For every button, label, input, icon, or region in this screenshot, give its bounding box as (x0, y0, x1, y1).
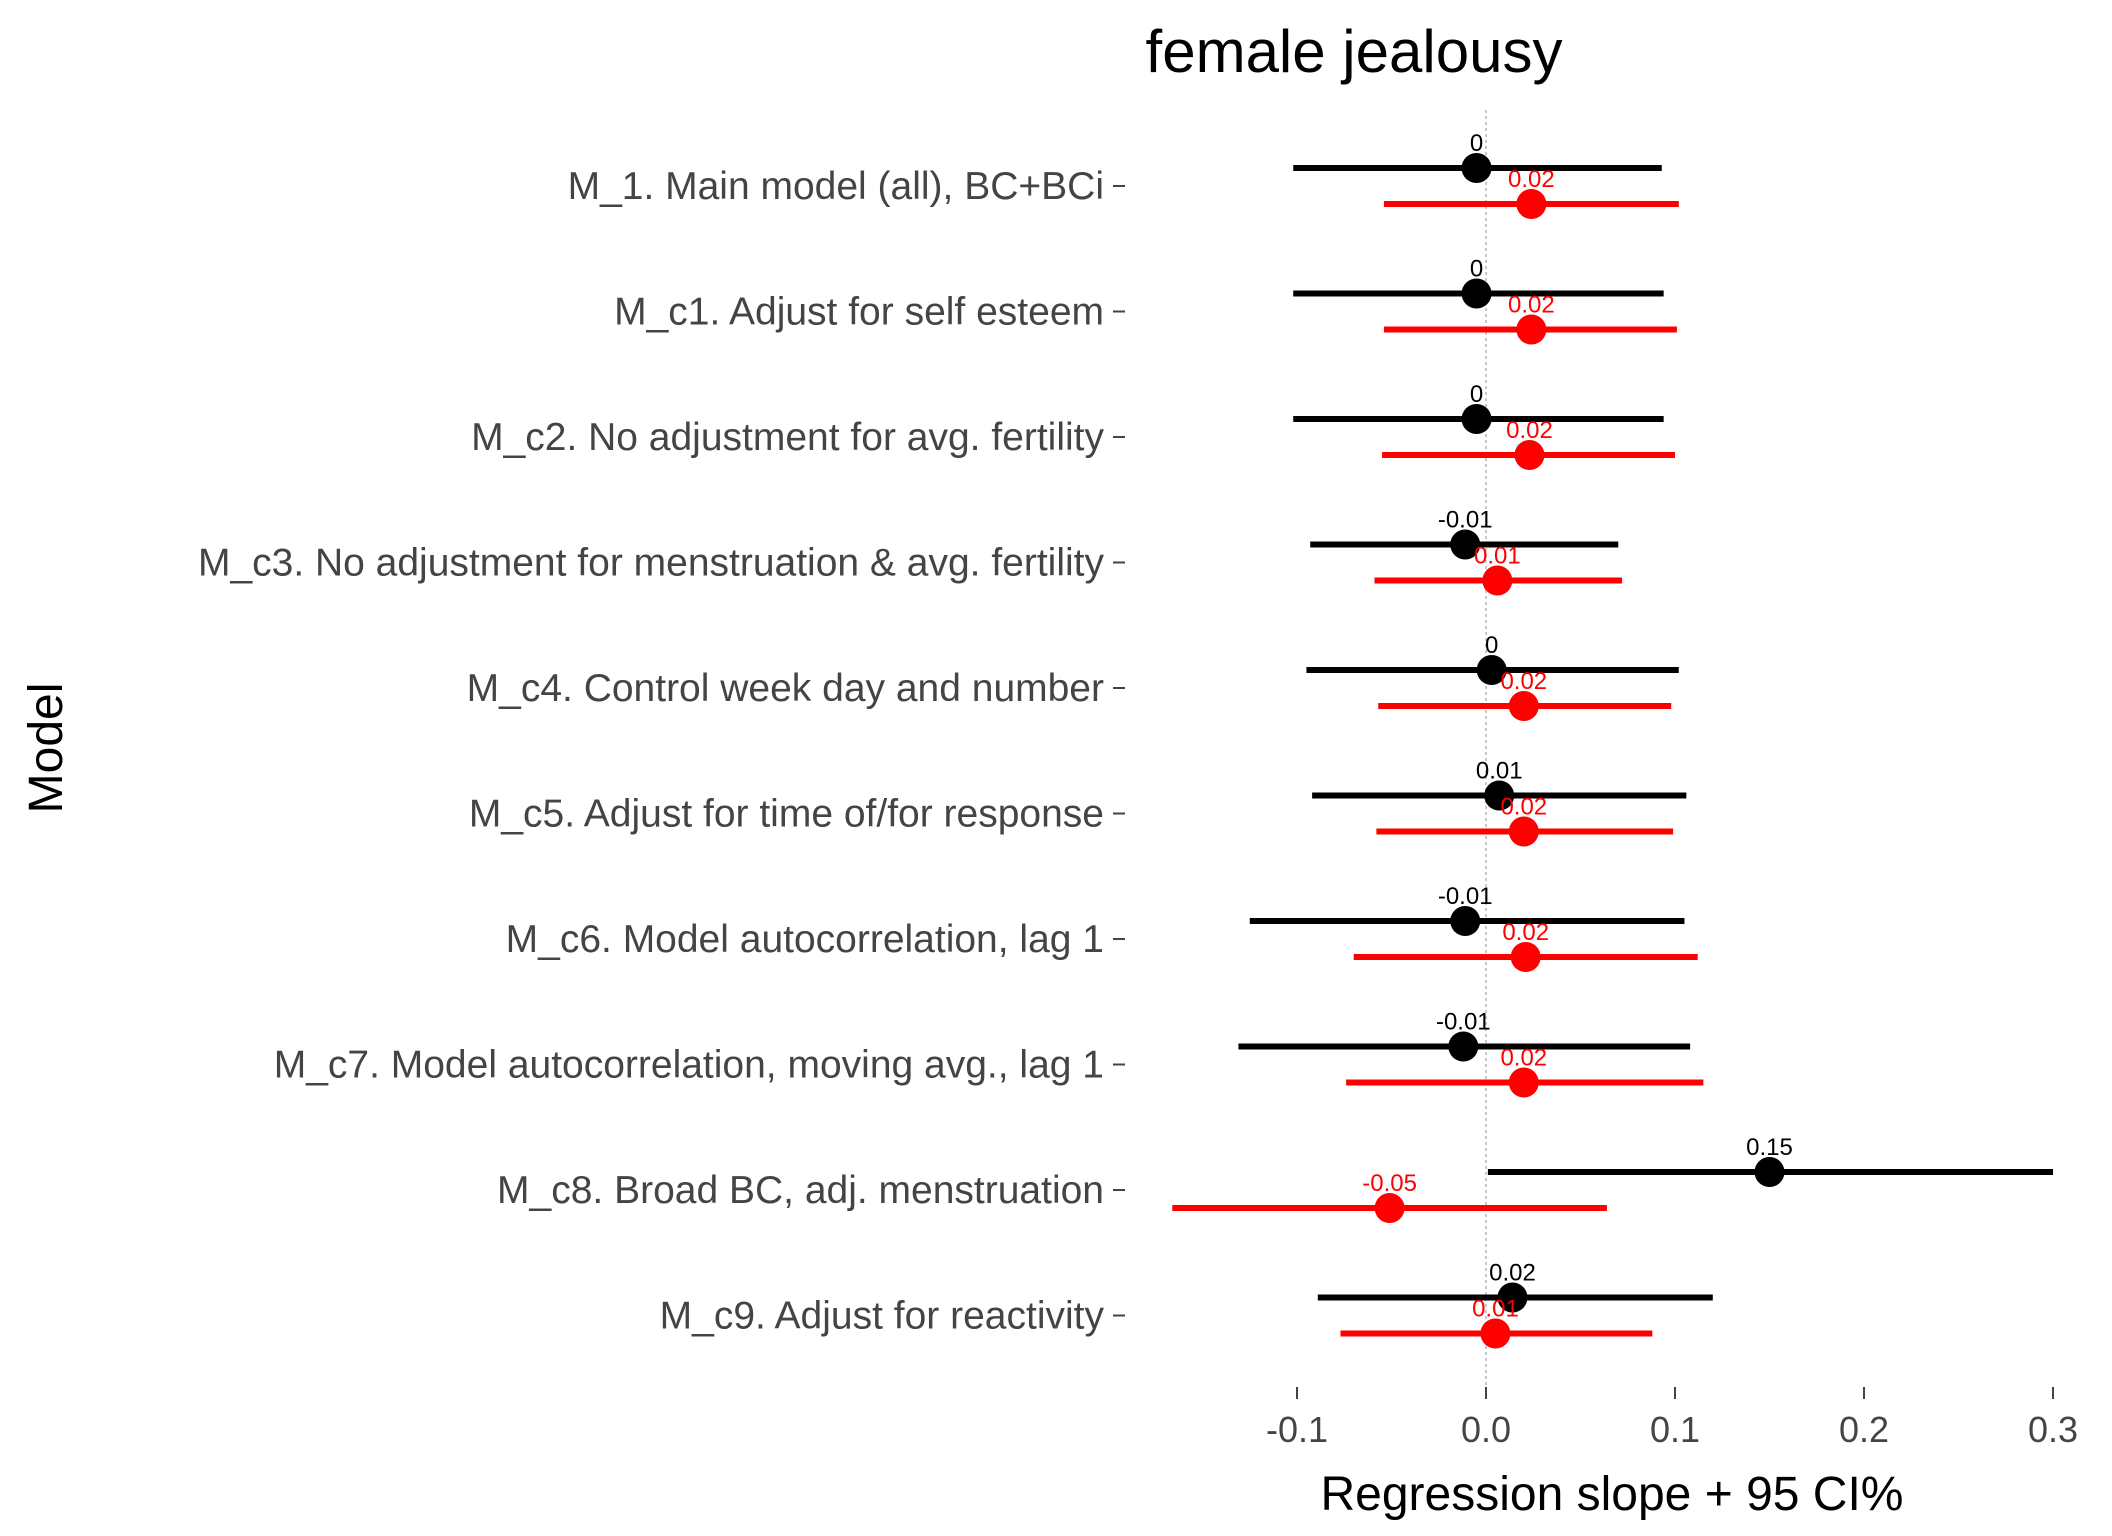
estimate-point (1484, 780, 1515, 811)
estimate-point (1510, 942, 1541, 972)
estimate-point (1516, 189, 1547, 219)
x-axis: -0.1 0.0 0.1 0.2 0.3 (1266, 1387, 2078, 1450)
estimate-point (1448, 1031, 1479, 1062)
x-tick-label: 0.1 (1650, 1409, 1700, 1450)
series-1: 0 0 0 -0.01 0 0.01 -0.01 -0.01 0.15 0.02 (1238, 130, 2053, 1313)
data-label: 0.02 (1500, 794, 1547, 821)
series-layer: 000-0.0100.01-0.01-0.010.150.020.020.020… (1172, 130, 2053, 1349)
estimate-point (1754, 1157, 1785, 1187)
estimate-point (1476, 655, 1507, 685)
estimate-point (1514, 440, 1545, 470)
series-2: 0.02 0.02 0.02 0.01 0.02 0.02 0.02 0.02 -0.05 0.0… (1172, 166, 1704, 1349)
y-tick-label: M_c4. Control week day and number (467, 667, 1104, 710)
y-tick-label: M_1. Main model (all), BC+BCi (568, 165, 1104, 208)
estimate-point (1508, 1067, 1539, 1098)
x-tick-label: 0.0 (1461, 1409, 1511, 1450)
estimate-point (1508, 816, 1539, 847)
estimate-point (1374, 1193, 1405, 1223)
x-tick-label: -0.1 (1266, 1409, 1328, 1450)
data-label: 0 (1470, 130, 1483, 157)
estimate-point (1482, 565, 1513, 596)
x-tick-label: 0.3 (2028, 1409, 2078, 1450)
y-tick-label: M_c9. Adjust for reactivity (660, 1295, 1105, 1338)
y-axis: M_1. Main model (all), BC+BCi M_c1. Adjus… (198, 165, 1125, 1338)
y-tick-label: M_c5. Adjust for time of/for response (469, 793, 1104, 836)
data-label: 0.02 (1506, 417, 1553, 444)
y-axis-title: Model (20, 683, 73, 814)
data-label: 0 (1485, 632, 1498, 659)
estimate-point (1450, 529, 1481, 560)
estimate-point (1516, 314, 1547, 345)
data-label: -0.01 (1438, 507, 1493, 534)
estimate-point (1508, 691, 1539, 721)
y-tick-label: M_c7. Model autocorrelation, moving avg.… (274, 1044, 1104, 1087)
data-label: 0.02 (1500, 1045, 1547, 1072)
data-label: 0.02 (1500, 668, 1547, 695)
chart-title: female jealousy (1146, 18, 1563, 85)
y-tick-label: M_c3. No adjustment for menstruation & a… (198, 542, 1105, 585)
estimate-point (1461, 153, 1492, 183)
data-label: 0.01 (1472, 1296, 1519, 1323)
x-tick-label: 0.2 (1839, 1409, 1889, 1450)
estimate-point (1461, 278, 1492, 309)
estimate-point (1450, 906, 1481, 936)
data-label: 0.15 (1746, 1134, 1793, 1161)
data-label: 0 (1470, 381, 1483, 408)
data-label: -0.05 (1362, 1170, 1417, 1197)
data-label: 0 (1470, 256, 1483, 283)
data-label: 0.02 (1508, 166, 1555, 193)
data-label: 0.02 (1508, 292, 1555, 319)
y-tick-label: M_c2. No adjustment for avg. fertility (471, 416, 1104, 459)
data-label: 0.02 (1502, 919, 1549, 946)
data-label: 0.01 (1474, 543, 1521, 570)
estimate-point (1461, 404, 1492, 434)
y-tick-label: M_c8. Broad BC, adj. menstruation (497, 1169, 1104, 1212)
y-tick-label: M_c1. Adjust for self esteem (614, 291, 1104, 334)
estimate-point (1480, 1318, 1511, 1349)
data-label: -0.01 (1438, 883, 1493, 910)
y-tick-label: M_c6. Model autocorrelation, lag 1 (506, 918, 1104, 961)
data-label: 0.01 (1476, 758, 1523, 785)
data-label: 0.02 (1489, 1260, 1536, 1287)
estimate-point (1497, 1282, 1528, 1313)
data-label: -0.01 (1436, 1009, 1491, 1036)
x-axis-title: Regression slope + 95 CI% (1321, 1468, 1904, 1521)
